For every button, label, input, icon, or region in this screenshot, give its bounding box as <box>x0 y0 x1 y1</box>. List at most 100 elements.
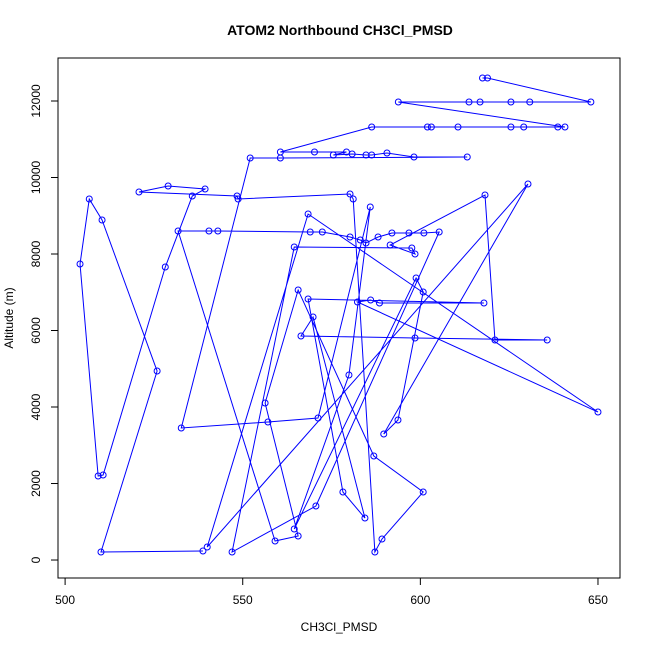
x-tick-label: 650 <box>588 593 608 607</box>
data-point <box>435 228 443 236</box>
data-point <box>76 260 84 268</box>
data-point <box>304 210 312 218</box>
y-axis-label: Altitude (m) <box>2 287 16 348</box>
data-point <box>346 233 354 241</box>
data-point <box>427 123 435 131</box>
data-point <box>361 514 369 522</box>
data-point <box>408 244 416 252</box>
data-point <box>353 298 361 306</box>
data-point <box>297 332 305 340</box>
data-point <box>412 274 420 282</box>
data-point <box>85 195 93 203</box>
data-point <box>587 98 595 106</box>
data-point <box>371 548 379 556</box>
data-point <box>342 148 350 156</box>
data-point <box>234 195 242 203</box>
x-tick-label: 550 <box>233 593 253 607</box>
y-tick-label: 6000 <box>29 317 43 344</box>
data-point <box>480 299 488 307</box>
data-point <box>411 334 419 342</box>
y-tick-label: 0 <box>29 556 43 563</box>
data-point <box>304 295 312 303</box>
data-point <box>94 472 102 480</box>
data-point <box>394 416 402 424</box>
data-point <box>318 228 326 236</box>
data-point <box>310 148 318 156</box>
data-point <box>346 190 354 198</box>
data-point <box>367 296 375 304</box>
data-point <box>233 192 241 200</box>
data-point <box>161 263 169 271</box>
data-point <box>411 250 419 258</box>
data-point <box>362 151 370 159</box>
chart-title: ATOM2 Northbound CH3Cl_PMSD <box>227 22 453 38</box>
data-point <box>164 182 172 190</box>
data-point <box>370 452 378 460</box>
data-point <box>410 153 418 161</box>
data-point <box>264 418 272 426</box>
data-point <box>271 537 279 545</box>
data-point <box>349 195 357 203</box>
x-tick-label: 600 <box>410 593 430 607</box>
data-point <box>366 203 374 211</box>
data-point <box>378 535 386 543</box>
y-tick-label: 10000 <box>29 160 43 194</box>
data-point <box>261 399 269 407</box>
data-point <box>463 153 471 161</box>
data-point <box>312 502 320 510</box>
data-point <box>135 188 143 196</box>
data-point <box>199 547 207 555</box>
data-point <box>374 233 382 241</box>
data-point <box>481 191 489 199</box>
data-point <box>419 288 427 296</box>
data-point <box>483 74 491 82</box>
data-point <box>201 185 209 193</box>
y-tick-label: 12000 <box>29 84 43 118</box>
data-point <box>329 151 337 159</box>
data-point <box>97 548 105 556</box>
data-point <box>276 148 284 156</box>
data-point <box>491 336 499 344</box>
data-point <box>386 241 394 249</box>
data-point <box>520 123 528 131</box>
y-tick-label: 8000 <box>29 240 43 267</box>
y-tick-label: 4000 <box>29 393 43 420</box>
data-point <box>543 336 551 344</box>
data-point <box>309 313 317 321</box>
data-point <box>394 98 402 106</box>
x-tick-label: 500 <box>55 593 75 607</box>
data-point <box>507 98 515 106</box>
data-point <box>174 227 182 235</box>
data-point <box>594 408 602 416</box>
data-point <box>388 229 396 237</box>
data-point <box>380 430 388 438</box>
data-point <box>205 227 213 235</box>
data-point <box>423 123 431 131</box>
data-line <box>79 77 599 554</box>
data-point <box>294 286 302 294</box>
data-point <box>561 123 569 131</box>
data-point <box>419 488 427 496</box>
data-point <box>153 367 161 375</box>
data-point <box>356 236 364 244</box>
data-point <box>98 216 106 224</box>
data-point <box>383 149 391 157</box>
data-point <box>246 154 254 162</box>
data-point <box>524 180 532 188</box>
data-point <box>290 243 298 251</box>
data-point <box>375 299 383 307</box>
data-point <box>294 532 302 540</box>
data-point <box>507 123 515 131</box>
data-point <box>99 471 107 479</box>
data-point <box>188 192 196 200</box>
plot-frame <box>57 57 621 579</box>
y-tick-label: 2000 <box>29 470 43 497</box>
data-point <box>203 543 211 551</box>
data-point <box>177 424 185 432</box>
data-point <box>290 525 298 533</box>
data-point <box>214 227 222 235</box>
data-point <box>454 123 462 131</box>
data-point <box>476 98 484 106</box>
